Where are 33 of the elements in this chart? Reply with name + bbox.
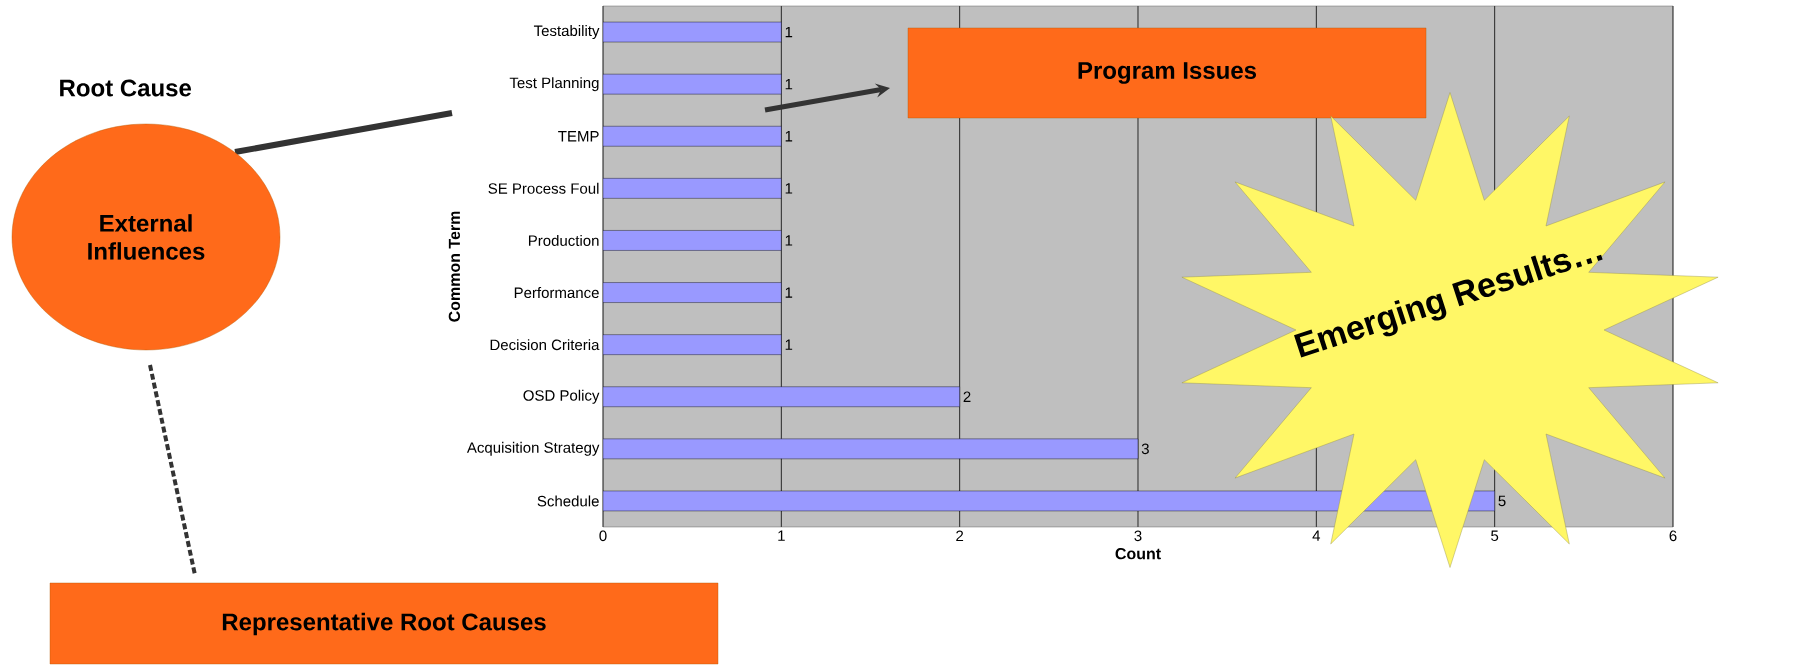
data-label: 1 (785, 339, 793, 350)
data-label: 1 (785, 183, 793, 194)
data-label: 1 (785, 131, 793, 142)
y-tick-label: Acquisition Strategy (466, 441, 600, 456)
y-axis-title: Common Term (448, 211, 461, 322)
data-label: 1 (785, 78, 793, 90)
text: External Influences (88, 214, 205, 260)
y-tick-label: Schedule (537, 495, 599, 507)
data-label: 1 (785, 235, 793, 246)
x-tick-label: 2 (956, 530, 964, 542)
y-tick-label: TEMP (558, 131, 599, 142)
y-tick-label: Decision Criteria (490, 339, 600, 351)
x-tick-label: 6 (1669, 530, 1677, 542)
data-label: 2 (963, 391, 971, 402)
y-tick-label: Production (528, 234, 599, 246)
x-tick-label: 4 (1312, 530, 1321, 541)
text: Representative Root Causes (222, 612, 546, 636)
data-label: 5 (1498, 495, 1506, 507)
y-tick-label: Test Planning (509, 77, 599, 92)
annotation: Program Issues (1078, 62, 1257, 84)
x-axis-title: Count (1115, 548, 1161, 560)
data-label: 1 (785, 26, 793, 38)
data-label: 1 (785, 287, 793, 298)
y-tick-label: SE Process Foul (488, 182, 599, 194)
x-tick-label: 0 (599, 530, 607, 542)
y-tick-label: Testability (533, 25, 600, 40)
x-tick-label: 3 (1134, 530, 1142, 542)
x-tick-label: 5 (1491, 530, 1499, 541)
y-tick-label: OSD Policy (523, 389, 600, 404)
text: Root Cause (60, 79, 192, 97)
y-tick-label: Performance (514, 287, 599, 299)
data-label: 3 (1141, 443, 1149, 455)
x-tick-label: 1 (778, 530, 785, 541)
